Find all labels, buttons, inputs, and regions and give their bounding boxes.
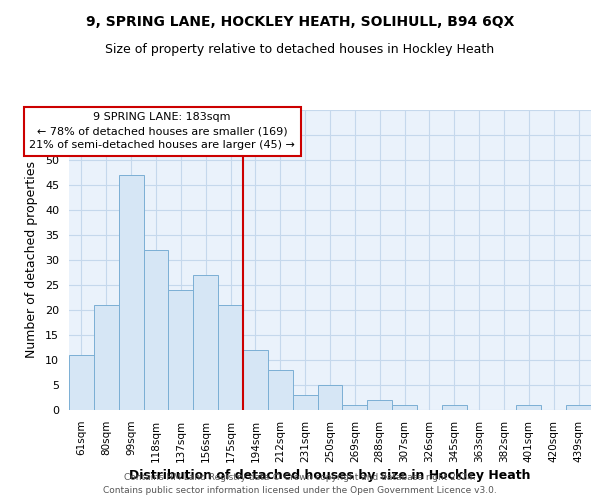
- Bar: [169, 290, 193, 410]
- Bar: [69, 355, 94, 410]
- Text: Contains public sector information licensed under the Open Government Licence v3: Contains public sector information licen…: [103, 486, 497, 495]
- Y-axis label: Number of detached properties: Number of detached properties: [25, 162, 38, 358]
- Bar: [343, 405, 367, 410]
- Bar: [218, 305, 243, 410]
- Text: Contains HM Land Registry data © Crown copyright and database right 2024.: Contains HM Land Registry data © Crown c…: [124, 474, 476, 482]
- Bar: [143, 250, 169, 410]
- Text: 9, SPRING LANE, HOCKLEY HEATH, SOLIHULL, B94 6QX: 9, SPRING LANE, HOCKLEY HEATH, SOLIHULL,…: [86, 15, 514, 29]
- Bar: [442, 405, 467, 410]
- Bar: [317, 385, 343, 410]
- Bar: [268, 370, 293, 410]
- Text: Size of property relative to detached houses in Hockley Heath: Size of property relative to detached ho…: [106, 42, 494, 56]
- Bar: [517, 405, 541, 410]
- Bar: [392, 405, 417, 410]
- Bar: [566, 405, 591, 410]
- Text: 9 SPRING LANE: 183sqm
← 78% of detached houses are smaller (169)
21% of semi-det: 9 SPRING LANE: 183sqm ← 78% of detached …: [29, 112, 295, 150]
- Bar: [193, 275, 218, 410]
- Bar: [94, 305, 119, 410]
- X-axis label: Distribution of detached houses by size in Hockley Heath: Distribution of detached houses by size …: [129, 469, 531, 482]
- Bar: [119, 175, 143, 410]
- Bar: [367, 400, 392, 410]
- Bar: [293, 395, 317, 410]
- Bar: [243, 350, 268, 410]
